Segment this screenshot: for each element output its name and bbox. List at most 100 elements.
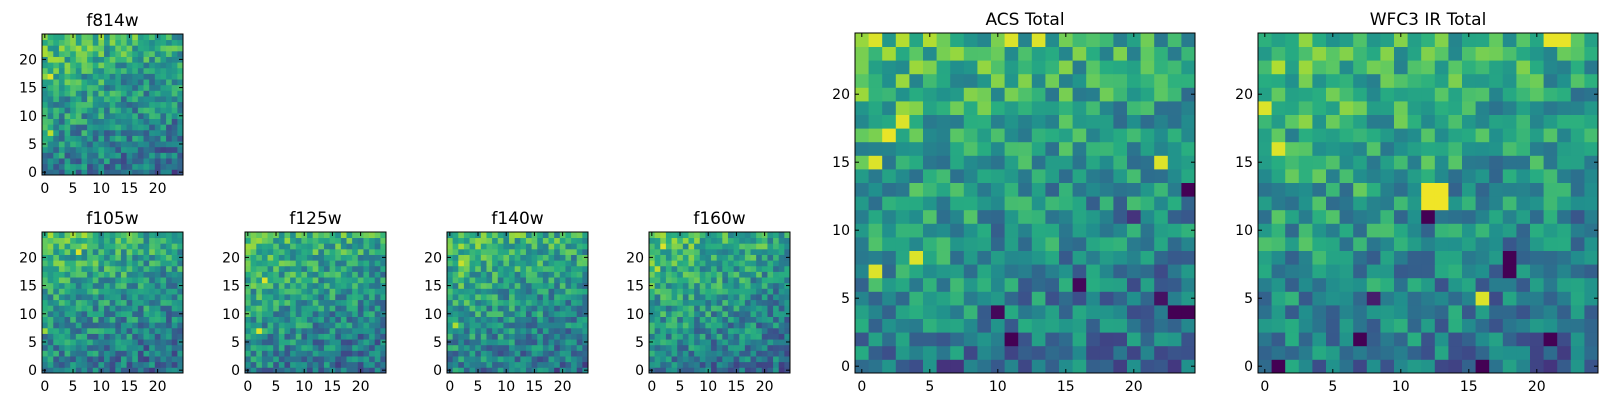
heatmap-cell (261, 356, 268, 363)
heatmap-cell (677, 294, 684, 301)
heatmap-cell (773, 361, 780, 368)
heatmap-cell (882, 33, 897, 47)
heatmap-cell (250, 356, 257, 363)
heatmap-cell (565, 299, 572, 306)
heatmap-cell (882, 60, 897, 75)
heatmap-cell (1154, 60, 1169, 75)
heatmap-cell (115, 84, 122, 91)
heatmap-cell (115, 39, 122, 46)
heatmap-cell (70, 84, 77, 91)
heatmap-cell (1557, 332, 1572, 347)
heatmap-cell (109, 322, 116, 329)
heatmap-cell (1475, 128, 1490, 143)
heatmap-cell (1298, 46, 1313, 61)
heatmap-cell (1434, 250, 1449, 265)
heatmap-cell (166, 96, 173, 103)
heatmap-cell (649, 305, 656, 312)
heatmap-cell (1353, 291, 1368, 306)
heatmap-cell (104, 254, 111, 261)
heatmap-cell (671, 232, 678, 239)
heatmap-cell (936, 223, 951, 238)
heatmap-cell (115, 361, 122, 368)
heatmap-cell (75, 305, 82, 312)
heatmap-cell (895, 345, 910, 360)
heatmap-cell (137, 90, 144, 97)
heatmap-cell (1380, 114, 1395, 129)
heatmap-cell (469, 310, 476, 317)
heatmap-cell (469, 361, 476, 368)
heatmap-cell (677, 310, 684, 317)
heatmap-cell (87, 248, 94, 255)
heatmap-cell (756, 367, 763, 374)
heatmap-cell (784, 294, 791, 301)
heatmap-cell (739, 350, 746, 357)
heatmap-cell (154, 84, 161, 91)
heatmap-cell (58, 112, 65, 119)
heatmap-cell (81, 45, 88, 52)
heatmap-cell (665, 288, 672, 295)
heatmap-cell (81, 277, 88, 284)
heatmap-cell (1167, 101, 1182, 115)
heatmap-cell (1584, 359, 1599, 374)
heatmap-cell (1339, 114, 1354, 129)
heatmap-cell (582, 299, 589, 306)
heatmap-cell (576, 288, 583, 295)
heatmap-cell (312, 310, 319, 317)
heatmap-cell (548, 237, 555, 244)
heatmap-cell (171, 107, 178, 114)
heatmap-cell (716, 367, 723, 374)
heatmap-cell (1448, 128, 1463, 143)
heatmap-cell (688, 316, 695, 323)
heatmap-cell (895, 209, 910, 224)
heatmap-cell (1031, 60, 1046, 75)
heatmap-cell (295, 356, 302, 363)
heatmap-cell (171, 163, 178, 170)
heatmap-cell (363, 288, 370, 295)
heatmap-cell (92, 50, 99, 57)
heatmap-cell (509, 310, 516, 317)
heatmap-cell (104, 294, 111, 301)
heatmap-cell (70, 73, 77, 80)
heatmap-cell (1570, 264, 1585, 279)
heatmap-cell (463, 327, 470, 334)
heatmap-cell (784, 344, 791, 351)
heatmap-cell (47, 254, 54, 261)
heatmap-cell (660, 333, 667, 340)
heatmap-cell (682, 282, 689, 289)
heatmap-cell (469, 243, 476, 250)
heatmap-cell (98, 50, 105, 57)
heatmap-cell (1018, 196, 1033, 211)
heatmap-cell (1475, 155, 1490, 170)
heatmap-cell (154, 56, 161, 63)
axes-frame (648, 231, 791, 374)
heatmap-cell (469, 260, 476, 267)
heatmap-cells-wfc3-ir-total (1258, 33, 1599, 374)
heatmap-cell (1059, 33, 1073, 47)
heatmap-cell (977, 101, 992, 115)
heatmap-cell (42, 361, 49, 368)
heatmap-cell (1181, 305, 1196, 319)
heatmap-cell (75, 333, 82, 340)
heatmap-cell (1407, 128, 1422, 143)
heatmap-cell (1421, 237, 1436, 251)
heatmap-cell (514, 248, 521, 255)
heatmap-cell (160, 96, 167, 103)
heatmap-cell (1339, 33, 1354, 47)
heatmap-cell (1127, 237, 1141, 251)
heatmap-cell (1113, 196, 1128, 211)
heatmap-cell (559, 333, 566, 340)
heatmap-cell (576, 282, 583, 289)
heatmap-cell (1312, 87, 1327, 102)
heatmap-cell (452, 282, 459, 289)
heatmap-cell (1167, 250, 1182, 265)
heatmap-cell (1271, 182, 1286, 197)
heatmap-cell (463, 254, 470, 261)
heatmap-cell (1113, 345, 1128, 360)
heatmap-cell (1570, 33, 1585, 47)
heatmap-cell (346, 361, 353, 368)
heatmap-cell (1140, 128, 1155, 143)
heatmap-cell (137, 118, 144, 125)
heatmap-cell (1258, 345, 1272, 360)
heatmap-cell (132, 45, 139, 52)
heatmap-cell (1326, 101, 1340, 115)
